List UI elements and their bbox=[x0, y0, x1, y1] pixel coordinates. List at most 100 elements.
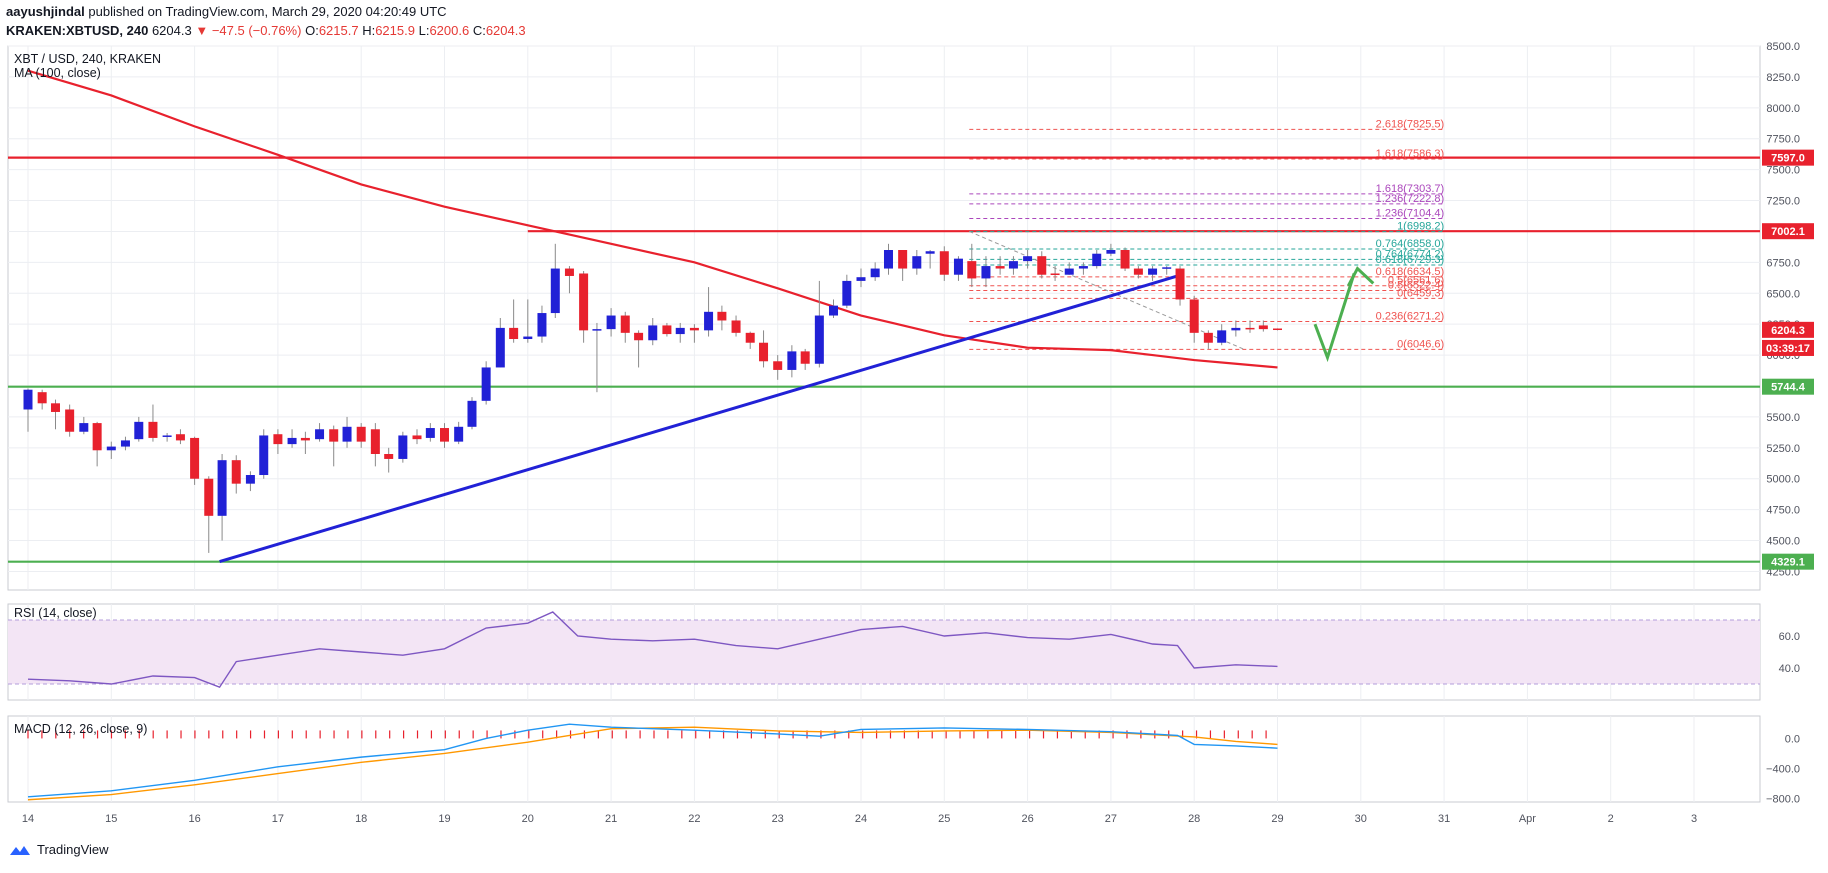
candle-down bbox=[800, 351, 810, 364]
candle-up bbox=[481, 367, 491, 401]
candle-up bbox=[523, 336, 533, 340]
candle-up bbox=[1217, 330, 1227, 343]
candle-up bbox=[953, 258, 963, 275]
publish-info: published on TradingView.com, March 29, … bbox=[88, 4, 447, 19]
low-label: L: bbox=[418, 23, 430, 38]
x-tick-label: 20 bbox=[522, 813, 534, 825]
candle-up bbox=[217, 460, 227, 516]
candle-down bbox=[50, 403, 60, 412]
candle-down bbox=[1050, 273, 1060, 275]
candle-down bbox=[300, 437, 310, 441]
fib-diagonal bbox=[969, 230, 1245, 350]
candle-down bbox=[939, 251, 949, 275]
candle-up bbox=[1064, 268, 1074, 275]
candle-down bbox=[967, 261, 977, 279]
level-badge bbox=[1762, 223, 1814, 240]
candle-up bbox=[704, 311, 714, 331]
price-change: −47.5 (−0.76%) bbox=[211, 23, 302, 38]
footer-brand[interactable]: TradingView bbox=[8, 842, 109, 857]
candle-down bbox=[1120, 250, 1130, 269]
projection-arrow bbox=[1313, 273, 1356, 363]
chart-header: aayushjindal published on TradingView.co… bbox=[6, 2, 526, 40]
projection-arrow-head bbox=[1346, 266, 1375, 287]
candle-down bbox=[620, 315, 630, 333]
price-tick-label: 4750.0 bbox=[1766, 505, 1800, 517]
price-tick-label: 8500.0 bbox=[1766, 41, 1800, 53]
candle-up bbox=[342, 426, 352, 442]
candle-down bbox=[384, 454, 394, 459]
x-tick-label: 22 bbox=[688, 813, 700, 825]
fib-level-label: 0(6046.6) bbox=[1397, 338, 1444, 350]
candle-up bbox=[245, 475, 255, 484]
author-name[interactable]: aayushjindal bbox=[6, 4, 85, 19]
candle-down bbox=[175, 434, 185, 441]
level-badge-label: 7597.0 bbox=[1771, 153, 1805, 165]
x-tick-label: Apr bbox=[1519, 813, 1536, 825]
candle-down bbox=[1133, 268, 1143, 275]
candle-up bbox=[425, 428, 435, 438]
down-arrow-icon: ▼ bbox=[195, 23, 209, 38]
price-tick-label: 5000.0 bbox=[1766, 474, 1800, 486]
candle-up bbox=[287, 437, 297, 445]
fib-level-label: 1(6998.2) bbox=[1397, 221, 1444, 233]
candle-up bbox=[550, 268, 560, 314]
candle-up bbox=[162, 435, 172, 437]
candle-up bbox=[259, 435, 269, 476]
macd-pane bbox=[7, 715, 1761, 803]
fib-level-label: 0.618(6729.3) bbox=[1376, 254, 1445, 266]
candle-down bbox=[745, 332, 755, 343]
candle-down bbox=[1189, 299, 1199, 333]
x-tick-label: 23 bbox=[772, 813, 784, 825]
candle-down bbox=[148, 421, 158, 438]
x-tick-label: 24 bbox=[855, 813, 867, 825]
trendline bbox=[219, 274, 1178, 564]
candle-up bbox=[1092, 253, 1102, 267]
macd-tick-label: −800.0 bbox=[1766, 793, 1800, 805]
candle-up bbox=[787, 351, 797, 370]
ohlc-line: KRAKEN:XBTUSD, 240 6204.3 ▼ −47.5 (−0.76… bbox=[6, 21, 526, 40]
fib-level-label: 1.236(7222.8) bbox=[1376, 193, 1445, 205]
candle-down bbox=[329, 429, 339, 442]
fib-level-label: 0(6459.3) bbox=[1397, 287, 1444, 299]
candle-up bbox=[495, 327, 505, 368]
fib-level-label: 0.764(6858.0) bbox=[1376, 238, 1445, 250]
candle-up bbox=[134, 421, 144, 440]
fib-level-label: 1.618(7303.7) bbox=[1376, 183, 1445, 195]
price-tick-label: 6750.0 bbox=[1766, 257, 1800, 269]
fib-level-label: 0.236(6271.2) bbox=[1376, 311, 1445, 323]
candle-up bbox=[829, 305, 839, 316]
candle-up bbox=[1023, 256, 1033, 262]
candle-down bbox=[1273, 328, 1282, 331]
x-tick-label: 30 bbox=[1355, 813, 1367, 825]
symbol-label: KRAKEN:XBTUSD, 240 bbox=[6, 23, 149, 38]
x-tick-label: 29 bbox=[1271, 813, 1283, 825]
candle-down bbox=[773, 361, 783, 370]
candle-down bbox=[1037, 256, 1047, 275]
candle-up bbox=[814, 315, 824, 364]
high-value: 6215.9 bbox=[375, 23, 415, 38]
price-tick-label: 7250.0 bbox=[1766, 196, 1800, 208]
candle-down bbox=[1258, 325, 1268, 330]
candle-down bbox=[356, 426, 366, 442]
candle-up bbox=[467, 400, 477, 427]
candle-down bbox=[564, 268, 574, 276]
candle-up bbox=[23, 389, 33, 410]
level-badge bbox=[1762, 149, 1814, 166]
price-tick-label: 8250.0 bbox=[1766, 72, 1800, 84]
fib-level-label: 2.618(7825.5) bbox=[1376, 118, 1445, 130]
x-tick-label: 17 bbox=[272, 813, 284, 825]
close-label: C: bbox=[472, 23, 486, 38]
candle-down bbox=[717, 311, 727, 321]
candle-down bbox=[92, 423, 102, 451]
candle-down bbox=[412, 435, 422, 440]
candle-up bbox=[454, 426, 464, 442]
candle-up bbox=[106, 446, 116, 451]
candle-up bbox=[842, 280, 852, 306]
candle-up bbox=[1078, 266, 1088, 269]
macd-legend: MACD (12, 26, close, 9) bbox=[14, 722, 148, 736]
candle-up bbox=[1106, 250, 1116, 254]
candle-up bbox=[120, 440, 130, 447]
price-tick-label: 4500.0 bbox=[1766, 536, 1800, 548]
